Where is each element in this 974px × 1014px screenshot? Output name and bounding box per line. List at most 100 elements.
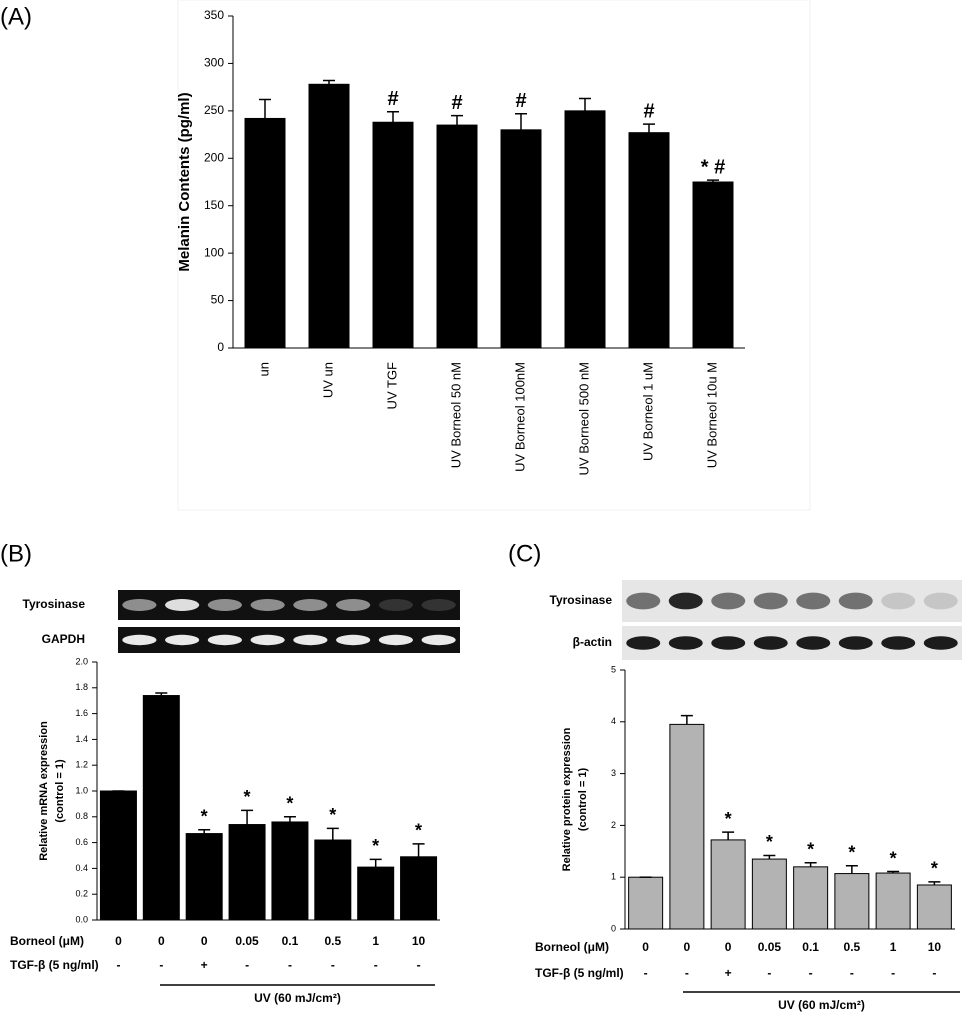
significance-mark: * <box>807 839 814 859</box>
bar <box>400 856 438 921</box>
y-tick-label: 1.4 <box>75 734 88 744</box>
x-tick-label: un <box>256 362 271 376</box>
significance-mark: # <box>643 100 654 122</box>
y-axis-label: (control = 1) <box>577 768 589 832</box>
bar <box>628 132 670 349</box>
x-tick-label: 0 <box>115 934 122 948</box>
error-bar <box>451 114 463 126</box>
tgf-label: - <box>116 958 120 972</box>
error-bar <box>259 98 271 119</box>
bar <box>710 839 746 930</box>
uv-label: UV (60 mJ/cm²) <box>254 991 341 1005</box>
blot-band <box>923 636 958 650</box>
x-tick-label: UV Borneol 1 uM <box>640 362 655 461</box>
tgf-label: - <box>891 966 895 980</box>
bar <box>185 833 223 921</box>
y-tick-label: 0 <box>611 923 616 933</box>
y-tick-label: 50 <box>211 293 225 307</box>
blot-band <box>668 636 703 650</box>
tgf-label: - <box>767 966 771 980</box>
error-bar <box>241 809 254 825</box>
bar <box>314 839 352 921</box>
blot-band <box>336 599 371 611</box>
y-tick-label: 0.6 <box>75 837 88 847</box>
bar <box>564 110 606 349</box>
y-tick-label: 5 <box>611 664 616 674</box>
blot-band <box>250 634 285 646</box>
y-tick-label: 0.2 <box>75 889 88 899</box>
error-bar <box>707 179 719 182</box>
x-tick-label: 0 <box>684 940 691 954</box>
blot-label: GAPDH <box>42 632 85 646</box>
y-tick-label: 200 <box>204 150 224 164</box>
blot-band <box>378 634 413 646</box>
significance-mark: * # <box>701 156 725 178</box>
x-tick-label: 0.05 <box>758 940 782 954</box>
error-bar <box>412 843 425 857</box>
blot-band <box>881 592 916 610</box>
x-tick-label: UV Borneol 10u M <box>704 362 719 468</box>
error-bar <box>515 112 527 130</box>
tgf-label: - <box>850 966 854 980</box>
y-tick-label: 2 <box>611 820 616 830</box>
y-tick-label: 150 <box>204 198 224 212</box>
blot-band <box>923 592 958 610</box>
y-axis-label: Relative mRNA expression <box>38 721 50 861</box>
tgf-label: - <box>245 958 249 972</box>
x-tick-label: 0.05 <box>235 934 259 948</box>
bar <box>500 129 542 349</box>
significance-mark: * <box>890 848 897 868</box>
bar <box>99 790 137 921</box>
blot-band <box>378 599 413 611</box>
x-tick-label: UV Borneol 500 nM <box>576 362 591 475</box>
x-tick-label: 0 <box>725 940 732 954</box>
blot-band <box>626 592 661 610</box>
blot-band <box>207 599 242 611</box>
blot-label: Tyrosinase <box>550 593 613 607</box>
y-tick-label: 300 <box>204 56 224 70</box>
significance-mark: * <box>848 843 855 863</box>
y-tick-label: 250 <box>204 103 224 117</box>
bar <box>357 866 395 921</box>
panel-label: (C) <box>508 540 541 567</box>
error-bar <box>579 97 591 111</box>
error-bar <box>198 828 211 834</box>
row-label: TGF-β (5 ng/ml) <box>10 958 99 972</box>
error-bar <box>643 123 655 133</box>
bar <box>916 884 952 930</box>
panel-label: (B) <box>0 540 32 567</box>
tgf-label: - <box>809 966 813 980</box>
tgf-label: - <box>159 958 163 972</box>
error-bar <box>804 861 817 867</box>
row-label: TGF-β (5 ng/ml) <box>535 966 624 980</box>
blot-band <box>336 634 371 646</box>
significance-mark: * <box>372 836 379 856</box>
x-tick-label: UV Borneol 50 nM <box>448 362 463 468</box>
tgf-label: - <box>644 966 648 980</box>
significance-mark: * <box>415 821 422 841</box>
bar <box>793 866 829 930</box>
blot-band <box>753 592 788 610</box>
significance-mark: # <box>515 90 526 112</box>
y-tick-label: 100 <box>204 245 224 259</box>
y-tick-label: 1.2 <box>75 760 88 770</box>
x-tick-label: 10 <box>412 934 426 948</box>
blot-band <box>421 634 456 646</box>
blot-band <box>293 634 328 646</box>
bar <box>436 124 478 349</box>
x-tick-label: UV un <box>320 362 335 398</box>
significance-mark: * <box>931 859 938 879</box>
x-tick-label: 0.1 <box>802 940 819 954</box>
bar <box>669 723 705 930</box>
y-tick-label: 0 <box>217 340 224 354</box>
error-bar <box>323 79 335 85</box>
blot-band <box>122 599 157 611</box>
bar <box>628 876 664 930</box>
bar <box>692 181 734 349</box>
significance-mark: * <box>329 805 336 825</box>
y-tick-label: 4 <box>611 716 616 726</box>
x-tick-label: 1 <box>372 934 379 948</box>
blot-band <box>711 592 746 610</box>
blot-band <box>881 636 916 650</box>
